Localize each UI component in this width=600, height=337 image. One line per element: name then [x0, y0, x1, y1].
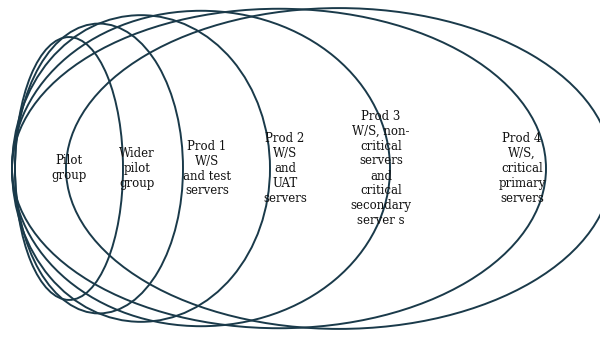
- Text: Pilot
group: Pilot group: [52, 154, 86, 183]
- Text: Prod 1
W/S
and test
servers: Prod 1 W/S and test servers: [183, 140, 231, 197]
- Text: Prod 3
W/S, non-
critical
servers
and
critical
secondary
server s: Prod 3 W/S, non- critical servers and cr…: [350, 110, 412, 227]
- Text: Prod 2
W/S
and
UAT
servers: Prod 2 W/S and UAT servers: [263, 132, 307, 205]
- Text: Prod 4
W/S,
critical
primary
servers: Prod 4 W/S, critical primary servers: [499, 132, 545, 205]
- Text: Wider
pilot
group: Wider pilot group: [119, 147, 155, 190]
